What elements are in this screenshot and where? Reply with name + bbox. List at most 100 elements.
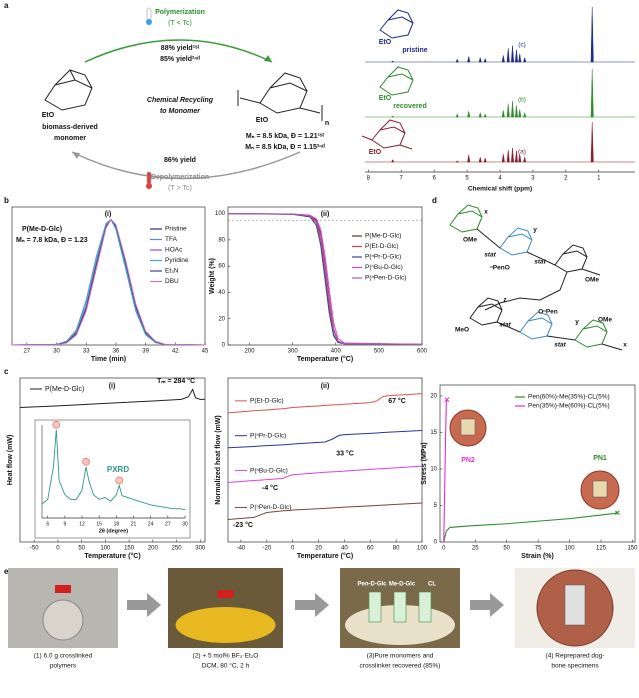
vial-label: Me-D-Glc <box>389 582 416 588</box>
peak-marker <box>82 458 90 466</box>
spectrum-label: (b) <box>518 97 526 104</box>
series-line <box>41 429 186 511</box>
scheme-text: n <box>325 120 329 127</box>
x-tick-label: 250 <box>172 546 183 552</box>
spectrum-peak <box>390 115 395 118</box>
series-line <box>443 399 448 543</box>
x-tick-label: 39 <box>142 349 149 355</box>
x-tick-label: 2 <box>564 176 568 182</box>
scheme-text: EtO <box>256 117 269 124</box>
specimen <box>564 584 586 626</box>
peak-marker <box>52 420 61 429</box>
spectrum-peak <box>478 157 482 163</box>
monomer-structure <box>44 69 93 111</box>
x-tick-label: 200 <box>148 546 159 552</box>
spectrum-peak <box>455 58 459 63</box>
legend-label: TFA <box>165 236 178 243</box>
structure-label: stat <box>484 252 496 259</box>
x-axis-label: 2θ (degree) <box>99 528 128 534</box>
spectrum-peak <box>390 60 395 63</box>
structure-caption: recovered <box>393 103 426 110</box>
clamp <box>55 585 71 593</box>
spectrum-peak <box>523 111 527 118</box>
structure-label: y <box>575 319 579 326</box>
spectrum-peak <box>514 49 518 63</box>
y-tick-label: 80 <box>218 237 225 243</box>
spectrum-label: (c) <box>518 42 526 49</box>
vial <box>393 591 407 623</box>
x-tick-label: 300 <box>288 349 299 355</box>
peak-marker <box>115 476 124 485</box>
y-tick-label: 20 <box>430 394 437 400</box>
legend-label: P(ⁿPr-D-Glc) <box>250 432 286 439</box>
x-tick-label: 18 <box>114 521 120 527</box>
plot-frame <box>227 377 423 543</box>
x-tick-label: 36 <box>113 349 120 355</box>
x-tick-label: 60 <box>367 546 374 552</box>
legend-label: DBU <box>165 278 179 285</box>
structure-label: OMe <box>598 317 612 324</box>
spectrum-peak <box>590 68 594 118</box>
photo-caption: (3)Pure monomers and <box>367 653 434 660</box>
x-tick-label: 9 <box>63 521 66 527</box>
y-axis-label: Weight (%) <box>209 258 216 294</box>
spectrum-peak <box>467 111 471 118</box>
x-tick-label: 200 <box>245 349 256 355</box>
spectrum-peak <box>501 55 505 63</box>
legend-label: P(Me-D-Glc) <box>365 233 401 240</box>
x-tick-label: 125 <box>596 546 607 552</box>
x-tick-label: 6 <box>432 176 436 182</box>
legend-label: P(Et-D-Glc) <box>365 243 399 250</box>
y-axis-label: Normalized heat flow (mW) <box>215 415 222 504</box>
x-tick-label: 150 <box>124 546 135 552</box>
break-marker <box>444 397 450 402</box>
spectrum-peak <box>478 111 482 118</box>
structure-label: y <box>533 227 537 234</box>
structure-label: OMe <box>463 237 477 244</box>
nmr-structures <box>361 9 414 150</box>
series-line <box>227 429 423 449</box>
spectrum-peak <box>511 147 514 163</box>
scheme-text: Polymerization <box>155 9 205 16</box>
spectrum-peak <box>590 121 594 163</box>
x-tick-label: 4 <box>498 176 502 182</box>
annotation: Mₙ = 7.8 kDa, Đ = 1.23 <box>16 237 88 244</box>
vial-label: Pen-D-Glc <box>357 582 387 588</box>
transition-label: -4 °C <box>262 484 278 492</box>
y-axis-label: Stress (MPa) <box>421 442 428 484</box>
spectrum-peak <box>511 101 514 118</box>
x-tick-label: 1 <box>597 176 601 182</box>
annotation: P(Me-D-Glc) <box>22 226 62 233</box>
x-axis-label: Temperature (°C) <box>297 355 353 363</box>
oil-bath <box>175 607 276 643</box>
legend-label: Pen(60%)-Me(35%)-CL(5%) <box>528 394 610 401</box>
x-tick-label: 400 <box>331 349 342 355</box>
x-tick-label: 0 <box>442 546 446 552</box>
legend-label: HOAc <box>165 247 183 254</box>
scheme-text: 88% yield¹ˢᵗ <box>161 45 200 52</box>
y-axis-label: Heat flow (mW) <box>7 435 14 486</box>
spectrum-peak <box>478 56 482 63</box>
polymer-structure <box>237 72 323 121</box>
structure-label: OⁿPen <box>538 309 558 316</box>
x-tick-label: 15 <box>96 521 102 527</box>
legend-label: Pen(35%)-Me(60%)-CL(5%) <box>528 403 610 410</box>
transition-label: 67 °C <box>388 397 406 405</box>
photo-caption: polymers <box>50 663 77 670</box>
x-tick-label: 33 <box>83 349 90 355</box>
specimen <box>592 480 608 498</box>
spectrum-peak <box>590 6 594 63</box>
chart-title: (ii) <box>321 383 330 390</box>
series-line <box>227 393 423 414</box>
x-axis-label: Temperature (°C) <box>84 552 140 560</box>
x-tick-label: 100 <box>565 546 576 552</box>
x-tick-label: 45 <box>202 349 209 355</box>
series-line <box>227 213 423 345</box>
photo-caption: (4) Reprepared dog- <box>546 653 605 660</box>
x-axis-label: Strain (%) <box>521 553 554 560</box>
photo-label: PN1 <box>593 455 607 462</box>
structure-label: x <box>484 209 488 216</box>
y-tick-label: 10 <box>430 467 437 473</box>
y-tick-label: 20 <box>218 316 225 322</box>
photo-caption: DCM, 80 °C, 2 h <box>202 662 250 670</box>
